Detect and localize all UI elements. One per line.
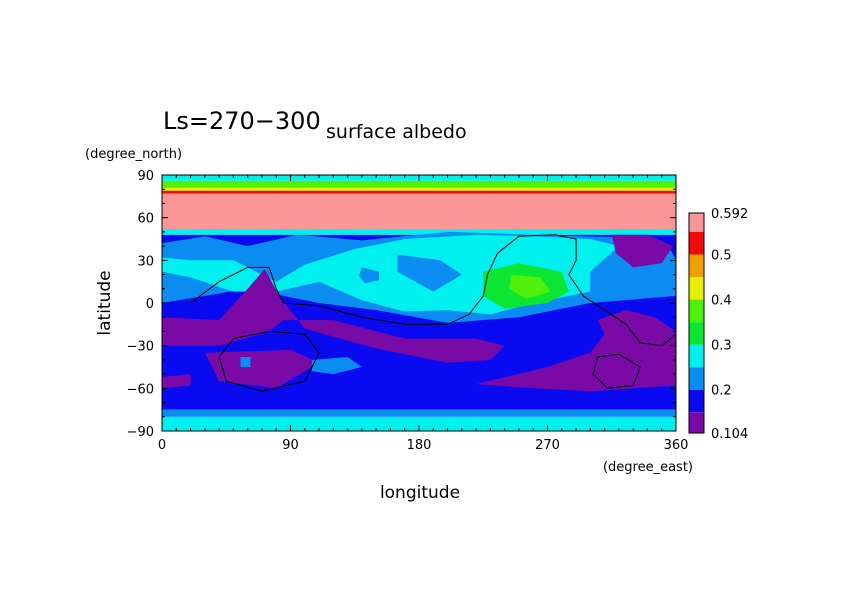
y-unit-label: (degree_north)	[85, 147, 182, 162]
colorbar-frame	[688, 212, 705, 434]
colorbar-swatch-6	[689, 277, 704, 300]
y-tick-label-5: −60	[127, 382, 154, 397]
x-axis-title: longitude	[380, 483, 460, 503]
axis-ticks: 0 90 180 270 360 90 60 30 0 −30 −60 −90	[127, 169, 689, 453]
y-tick-label-2: 30	[137, 254, 154, 269]
contour-line-0	[190, 234, 676, 347]
colorbar-swatch-4	[689, 322, 704, 345]
lat-band-4	[162, 193, 676, 230]
x-tick-label-0: 0	[158, 438, 166, 453]
albedo-region-5	[509, 274, 551, 299]
colorbar-swatch-2	[689, 367, 704, 390]
chart-title-left: Ls=270−300	[163, 107, 321, 135]
y-tick-label-6: −90	[127, 425, 154, 440]
colorbar-swatch-7	[689, 254, 704, 278]
y-tick-label-3: 0	[146, 297, 154, 312]
colorbar-swatch-0	[689, 412, 704, 433]
colorbar-swatch-1	[689, 389, 704, 413]
colorbar-swatch-9	[689, 213, 704, 232]
lat-band-6	[162, 187, 676, 191]
lat-band-3	[162, 229, 676, 235]
albedo-regions	[162, 231, 676, 392]
albedo-region-12	[240, 357, 251, 367]
lat-band-5	[162, 190, 676, 194]
y-axis-title: latitude	[95, 270, 115, 335]
albedo-region-7	[204, 349, 320, 389]
albedo-region-11	[311, 357, 362, 375]
x-unit-label: (degree_east)	[603, 460, 693, 475]
colorbar-swatch-8	[689, 231, 704, 255]
x-tick-label-2: 180	[407, 438, 432, 453]
contour-line-2	[592, 353, 641, 389]
x-tick-label-1: 90	[282, 438, 299, 453]
albedo-region-9	[476, 310, 676, 392]
albedo-region-2	[397, 254, 462, 292]
albedo-region-8	[162, 374, 191, 389]
chart-title-right: surface albedo	[326, 121, 467, 143]
colorbar-label-5: 0.104	[711, 427, 748, 442]
colorbar-swatch-5	[689, 299, 704, 323]
colorbar-label-4: 0.2	[711, 384, 732, 399]
map-plot-area	[162, 175, 676, 431]
contour-line-1	[218, 330, 320, 392]
colorbar-label-2: 0.4	[711, 294, 732, 309]
topography-contours	[190, 234, 676, 392]
x-tick-label-4: 360	[664, 438, 689, 453]
albedo-region-6	[162, 268, 505, 363]
colorbar-label-1: 0.5	[711, 248, 732, 263]
albedo-region-3	[359, 267, 379, 284]
colorbar-label-3: 0.3	[711, 339, 732, 354]
x-tick-label-3: 270	[535, 438, 560, 453]
colorbar: 0.592 0.5 0.4 0.3 0.2 0.104	[688, 207, 748, 442]
colorbar-label-0: 0.592	[711, 207, 748, 222]
lat-band-7	[162, 180, 676, 188]
y-tick-label-4: −30	[127, 340, 154, 355]
y-tick-label-0: 90	[137, 169, 154, 184]
y-tick-label-1: 60	[137, 212, 154, 227]
colorbar-swatch-3	[689, 344, 704, 368]
albedo-region-10	[611, 234, 674, 268]
lat-band-1	[162, 409, 676, 417]
